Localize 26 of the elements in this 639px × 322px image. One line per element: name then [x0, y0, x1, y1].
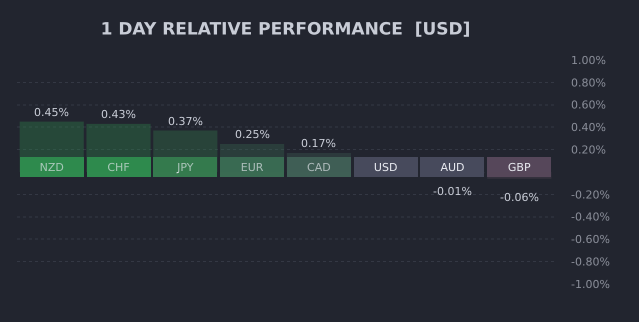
- y-tick-label: -0.20%: [571, 188, 610, 202]
- data-label: 0.37%: [168, 115, 203, 128]
- label-tag: CHF: [86, 157, 151, 177]
- label-tag: CAD: [286, 157, 351, 177]
- y-tick-label: -1.00%: [571, 278, 610, 291]
- data-label: 0.25%: [235, 128, 270, 141]
- data-label: 0.45%: [34, 106, 69, 119]
- data-label: -0.01%: [433, 185, 472, 198]
- label-tag: USD: [354, 157, 418, 177]
- label-tag: NZD: [20, 157, 84, 177]
- y-tick-label: 0.20%: [571, 143, 606, 156]
- data-label: -0.06%: [500, 191, 539, 204]
- y-tick-label: 0.40%: [571, 121, 606, 134]
- y-tick-label: 0.80%: [571, 76, 606, 90]
- chart-title: 1 DAY RELATIVE PERFORMANCE [USD]: [100, 19, 470, 40]
- y-tick-label: -0.60%: [571, 233, 610, 246]
- y-tick-label: 1.00%: [571, 54, 606, 67]
- y-tick-label: -0.40%: [571, 210, 610, 224]
- label-tag: EUR: [220, 157, 284, 177]
- y-tick-label: -0.80%: [571, 255, 610, 268]
- label-tag: GBP: [487, 157, 552, 177]
- data-label: 0.43%: [101, 108, 136, 121]
- y-tick-label: 0.60%: [571, 98, 606, 112]
- label-tag: JPY: [153, 157, 218, 177]
- label-tag: AUD: [420, 157, 484, 177]
- data-label: 0.17%: [301, 137, 336, 150]
